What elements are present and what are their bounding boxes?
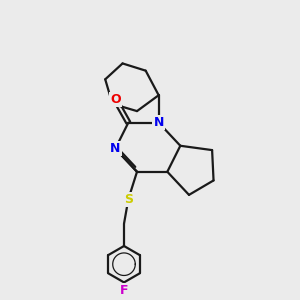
Text: O: O: [110, 93, 121, 106]
Text: S: S: [124, 193, 133, 206]
Text: F: F: [120, 284, 128, 297]
Text: N: N: [110, 142, 121, 155]
Text: N: N: [154, 116, 164, 129]
